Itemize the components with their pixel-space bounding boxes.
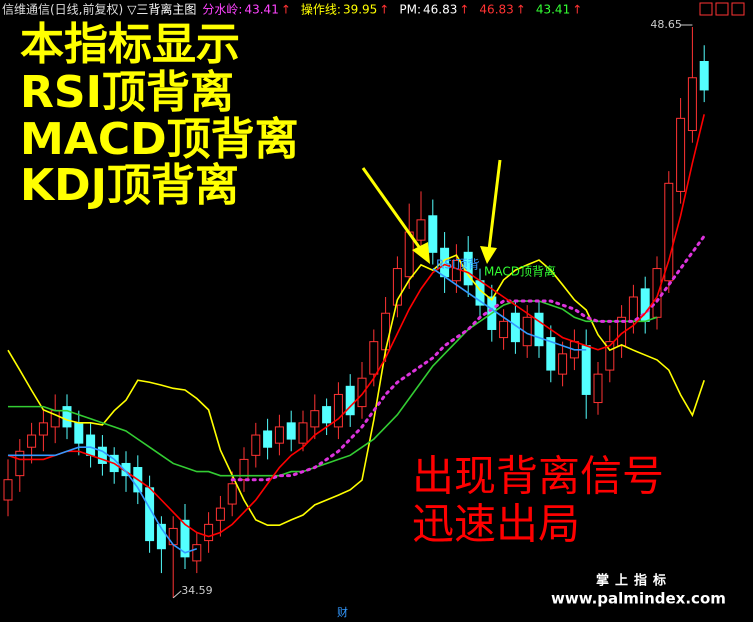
candle-body <box>204 523 214 542</box>
candle-body <box>416 219 426 241</box>
candle-body <box>3 479 13 501</box>
candle-body <box>699 61 709 91</box>
header-text: ↑ <box>516 3 526 17</box>
header-text: 43.41 <box>536 3 570 17</box>
candle-body <box>86 434 96 456</box>
candle-body <box>687 77 697 132</box>
headline: MACD顶背离 <box>20 114 299 165</box>
indicator-line <box>7 254 705 526</box>
candle-body <box>593 373 603 404</box>
candle-body <box>369 341 379 375</box>
site: www.palmindex.com <box>551 590 726 608</box>
candle-body <box>15 450 25 477</box>
arrow-head <box>412 242 430 264</box>
header-bar: 信维通信(日线,前复权) ▽三背离主图 分水岭: 43.41 ↑ 操作线: 39.95 ↑ PM… <box>2 2 582 17</box>
header-text: 信维通信(日线,前复权) <box>2 2 123 17</box>
candle-body <box>428 215 438 253</box>
candle-body <box>263 430 273 448</box>
candle-body <box>227 483 237 505</box>
candle-body <box>345 385 355 416</box>
indicator-line <box>8 300 658 477</box>
candle-body <box>676 117 686 192</box>
candle-body <box>251 434 261 456</box>
header-text: ↑ <box>572 3 582 17</box>
candle-body <box>168 527 178 546</box>
headline: KDJ顶背离 <box>20 160 239 211</box>
header-text: ↑ <box>281 3 291 17</box>
header-text: ▽三背离主图 <box>127 2 196 17</box>
divergence-label: RSI顶背 <box>436 258 480 272</box>
header-text: 39.95 <box>343 3 377 17</box>
indicator-line <box>432 267 587 351</box>
header-text: 46.83 <box>479 3 513 17</box>
candle-body <box>333 393 343 428</box>
high-label: 48.65 <box>650 18 682 31</box>
header-text: 43.41 <box>244 3 278 17</box>
candle-body <box>97 446 107 464</box>
candle-body <box>581 345 591 395</box>
low-pointer <box>172 590 182 599</box>
plot-area: 48.65 34.59 <box>3 18 709 599</box>
candle-body <box>534 312 544 347</box>
candle-body <box>62 406 72 428</box>
header-text: ↑ <box>379 3 389 17</box>
brand: 掌上指标 <box>596 573 672 589</box>
window-button[interactable] <box>715 2 729 16</box>
candle-body <box>605 341 615 371</box>
indicator-line <box>230 234 706 482</box>
window-button[interactable] <box>699 2 713 16</box>
window-button[interactable] <box>731 2 745 16</box>
signal-text: 出现背离信号 <box>412 452 664 501</box>
candle-body <box>156 523 166 550</box>
arrow <box>487 159 502 251</box>
headline: 本指标显示 <box>20 19 240 70</box>
candle-body <box>652 268 662 318</box>
candle-body <box>74 422 84 444</box>
header-text: PM: <box>399 3 421 17</box>
signal-text: 迅速出局 <box>412 500 580 549</box>
candle-body <box>392 268 402 306</box>
candle-body <box>27 434 37 448</box>
low-label: 34.59 <box>181 584 213 597</box>
candle-body <box>298 422 308 444</box>
candle-body <box>322 406 332 424</box>
candle-body <box>239 458 249 481</box>
candle-body <box>192 544 202 562</box>
arrow-head <box>480 246 497 264</box>
header-text: 操作线: <box>301 2 341 17</box>
candle-body <box>499 320 509 339</box>
candle-body <box>274 426 284 444</box>
candle-body <box>357 377 367 408</box>
candle-body <box>558 353 568 375</box>
candle-body <box>38 422 48 436</box>
header-text: 分水岭: <box>202 3 242 17</box>
candle-body <box>664 182 674 282</box>
candle-body <box>310 410 320 428</box>
candle-body <box>546 337 556 371</box>
header-text: ↑ <box>459 3 469 17</box>
divergence-label: MACD顶背离 <box>484 264 556 279</box>
candle-body <box>381 312 391 351</box>
candle-body <box>286 422 296 440</box>
candle-body <box>215 507 225 521</box>
header-text: 46.83 <box>423 3 457 17</box>
headline: RSI顶背离 <box>20 67 234 118</box>
arrow <box>361 167 426 255</box>
tab[interactable]: 财 <box>337 605 348 619</box>
candle-body <box>180 519 190 558</box>
indicator-line <box>8 446 198 554</box>
